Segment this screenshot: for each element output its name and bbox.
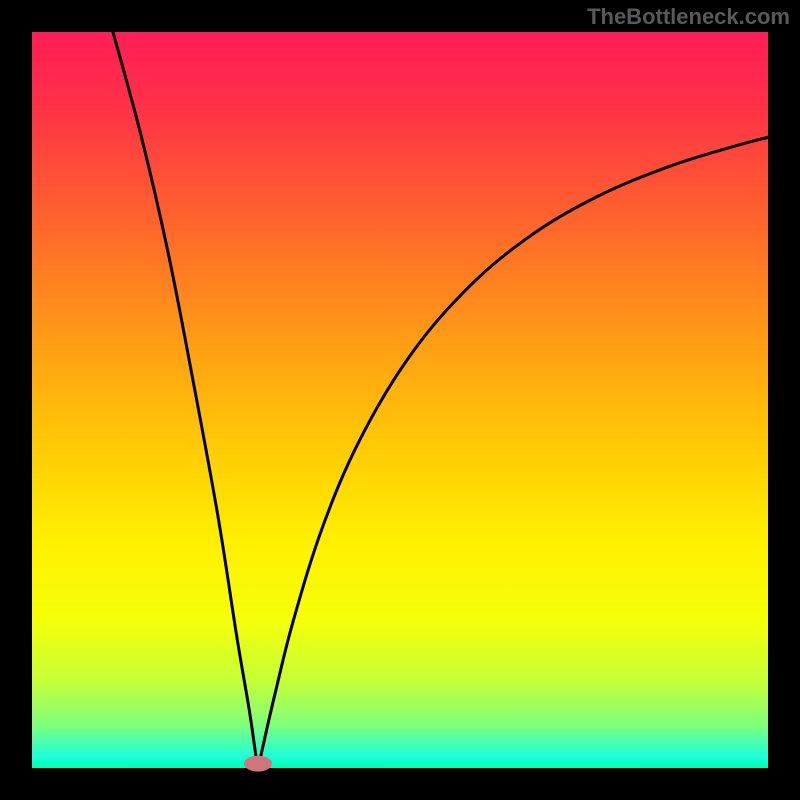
chart-container: TheBottleneck.com [0,0,800,800]
bottleneck-curve-chart [0,0,800,800]
watermark-text: TheBottleneck.com [587,4,790,30]
optimal-point-marker [244,756,272,772]
